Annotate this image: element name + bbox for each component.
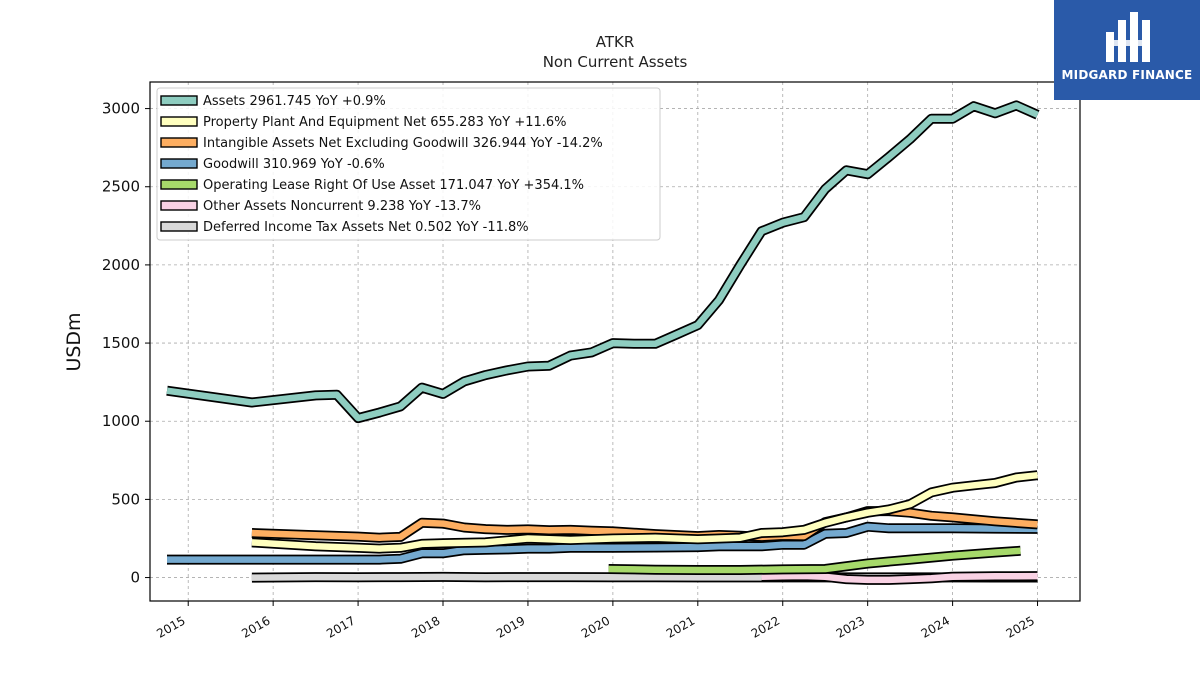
- x-tick-label: 2019: [494, 613, 527, 640]
- legend-entry: Goodwill 310.969 YoY -0.6%: [203, 157, 385, 172]
- plot-frame: [149, 81, 1081, 602]
- series-lines: [166, 100, 1040, 585]
- legend: Assets 2961.745 YoY +0.9% Property Plant …: [156, 87, 661, 241]
- legend-entry: Assets 2961.745 YoY +0.9%: [203, 94, 386, 109]
- series-line: [761, 572, 1038, 584]
- brand-logo: MIDGARD FINANCE: [1054, 0, 1200, 100]
- legend-swatch: [160, 158, 198, 169]
- legend-swatch: [160, 179, 198, 190]
- chart-title: ATKR: [596, 33, 635, 51]
- legend-box: [156, 87, 661, 241]
- y-tick-label: 2500: [102, 178, 140, 196]
- legend-swatch: [160, 95, 198, 106]
- legend-entry: Deferred Income Tax Assets Net 0.502 YoY…: [203, 220, 529, 235]
- legend-entry: Intangible Assets Net Excluding Goodwill…: [203, 136, 603, 151]
- series-line: [167, 523, 1038, 563]
- y-tick-label: 500: [111, 490, 140, 508]
- x-tick-label: 2023: [834, 613, 867, 640]
- y-axis-label: USDm: [63, 312, 85, 371]
- x-tick-label: 2017: [324, 613, 357, 640]
- y-ticks: 0 500 1000 1500 2000 2500 3000: [102, 100, 150, 587]
- legend-entry: Other Assets Noncurrent 9.238 YoY -13.7%: [203, 199, 481, 214]
- legend-swatch: [160, 116, 198, 127]
- y-tick-label: 1500: [102, 334, 140, 352]
- logo-mark-icon: [1106, 12, 1150, 62]
- x-tick-label: 2022: [749, 613, 782, 640]
- brand-name: MIDGARD FINANCE: [1061, 68, 1193, 82]
- series-line: [251, 471, 1038, 552]
- x-ticks: 2015 2016 2017 2018 2019 2020 2021 2022 2023 2024…: [154, 601, 1039, 641]
- y-tick-label: 1000: [102, 412, 140, 430]
- y-tick-label: 0: [130, 569, 140, 587]
- chart-subtitle: Non Current Assets: [543, 53, 688, 71]
- legend-swatch: [160, 137, 198, 148]
- x-tick-label: 2025: [1004, 613, 1037, 640]
- x-tick-label: 2021: [664, 613, 697, 640]
- y-tick-label: 3000: [102, 100, 140, 118]
- y-tick-label: 2000: [102, 256, 140, 274]
- x-tick-label: 2020: [579, 613, 612, 640]
- legend-entry: Operating Lease Right Of Use Asset 171.0…: [203, 178, 584, 193]
- x-tick-label: 2018: [409, 613, 442, 640]
- legend-swatch: [160, 200, 198, 211]
- x-tick-label: 2015: [154, 613, 187, 640]
- legend-swatch: [160, 221, 198, 232]
- x-tick-label: 2024: [919, 613, 952, 640]
- series-line: [166, 102, 1039, 422]
- legend-entry: Property Plant And Equipment Net 655.283…: [203, 115, 567, 130]
- x-tick-label: 2016: [239, 613, 272, 640]
- series-line: [608, 547, 1021, 574]
